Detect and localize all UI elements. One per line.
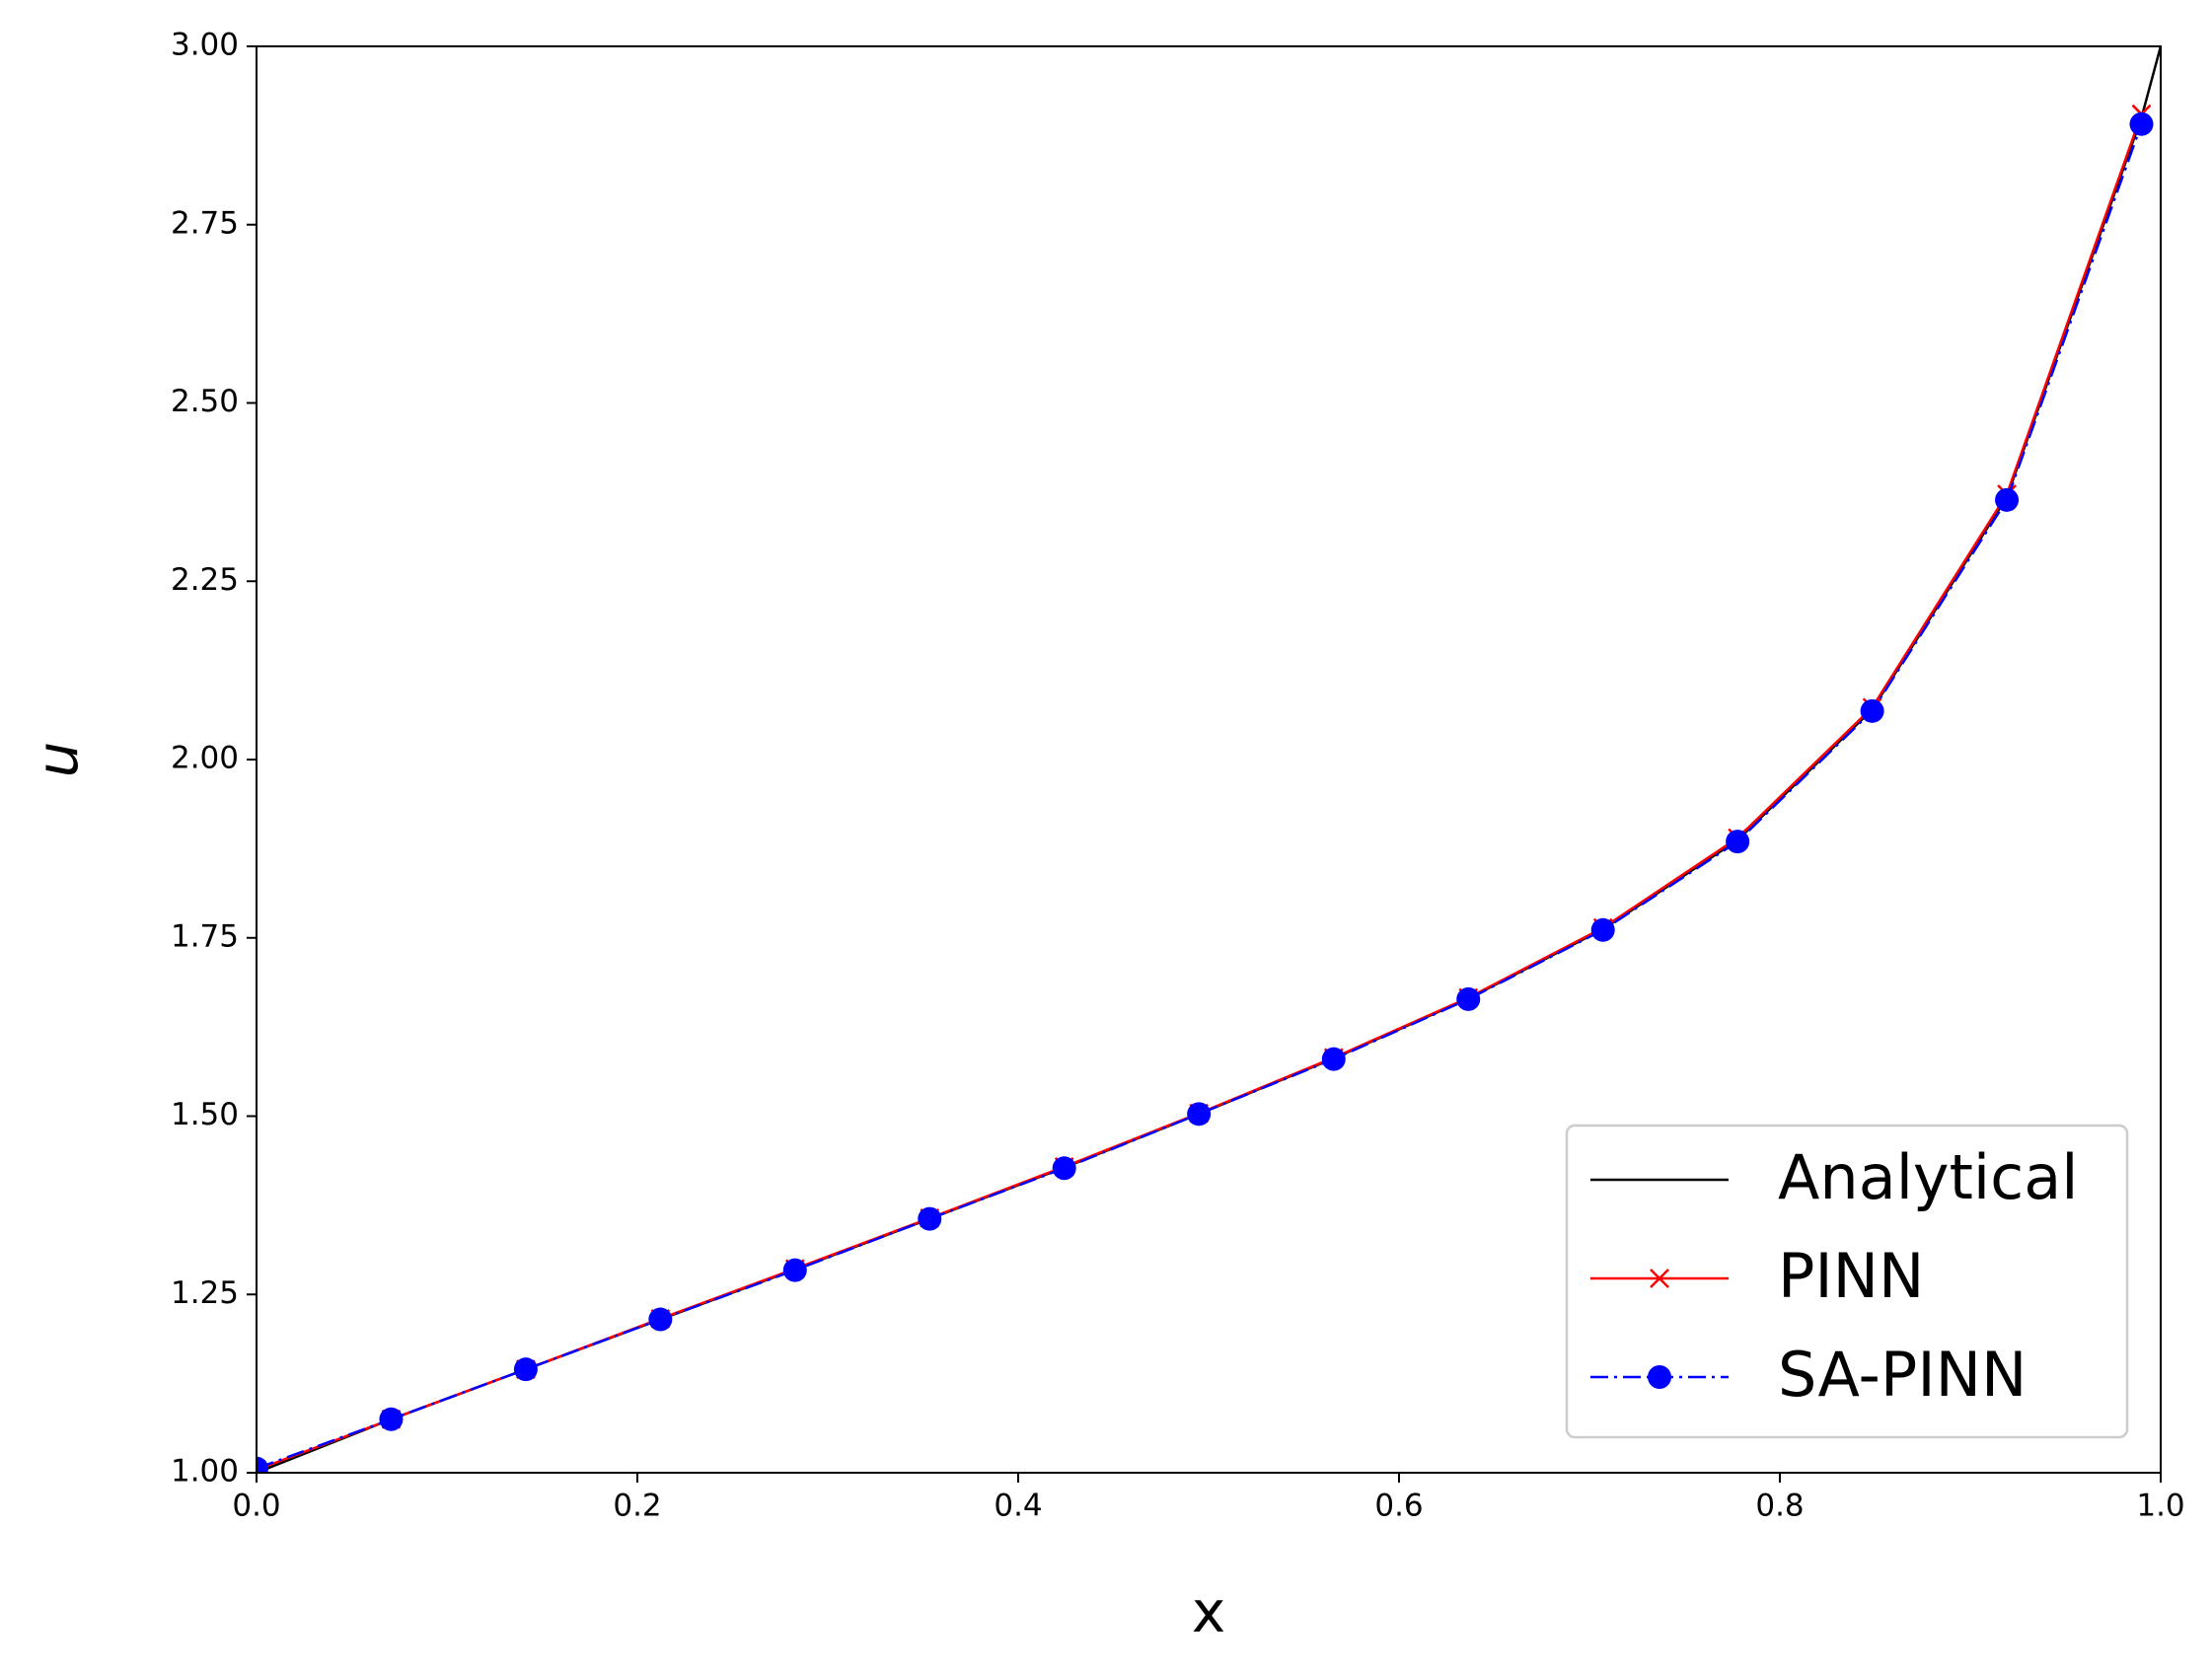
- point: [1590, 917, 1615, 942]
- y-tick-label: 1.25: [171, 1275, 239, 1311]
- x-tick-label: 0.8: [1755, 1489, 1804, 1524]
- y-tick-label: 1.50: [171, 1097, 239, 1132]
- point: [1187, 1102, 1212, 1127]
- legend-label: PINN: [1778, 1240, 1924, 1312]
- x-tick-label: 1.0: [2136, 1489, 2184, 1524]
- y-tick-label: 2.50: [171, 384, 239, 419]
- legend-marker: [1648, 1365, 1671, 1389]
- y-tick-label: 3.00: [171, 28, 239, 63]
- point: [918, 1206, 942, 1231]
- series-line: [257, 123, 2143, 1470]
- x-tick-label: 0.2: [613, 1489, 661, 1524]
- legend-marker: [1650, 1269, 1669, 1288]
- y-tick-label: 1.75: [171, 918, 239, 954]
- point: [513, 1357, 538, 1382]
- x-axis-label: x: [1192, 1578, 1225, 1645]
- x-tick-label: 0.4: [994, 1489, 1042, 1524]
- y-tick-label: 2.25: [171, 562, 239, 598]
- plot-area: [257, 46, 2161, 1473]
- y-tick-label: 2.00: [171, 741, 239, 776]
- legend-label: SA-PINN: [1778, 1339, 2027, 1411]
- y-tick-label: 1.00: [171, 1454, 239, 1490]
- point: [1726, 830, 1750, 854]
- x-tick-label: 0.6: [1374, 1489, 1423, 1524]
- point: [648, 1307, 673, 1332]
- point: [1321, 1047, 1346, 1071]
- point: [1052, 1156, 1076, 1181]
- point: [379, 1407, 404, 1431]
- point: [1995, 487, 2020, 512]
- point: [782, 1258, 807, 1282]
- point: [257, 1456, 268, 1473]
- legend-label: Analytical: [1778, 1141, 2078, 1213]
- point: [1456, 986, 1481, 1011]
- y-tick-label: 2.75: [171, 205, 239, 241]
- x-tick-label: 0.0: [232, 1489, 280, 1524]
- point: [2129, 111, 2154, 136]
- point: [1860, 698, 1884, 723]
- y-axis-label: u: [24, 742, 91, 778]
- legend-box: [1565, 1124, 2129, 1439]
- plot-frame: [256, 45, 2162, 1474]
